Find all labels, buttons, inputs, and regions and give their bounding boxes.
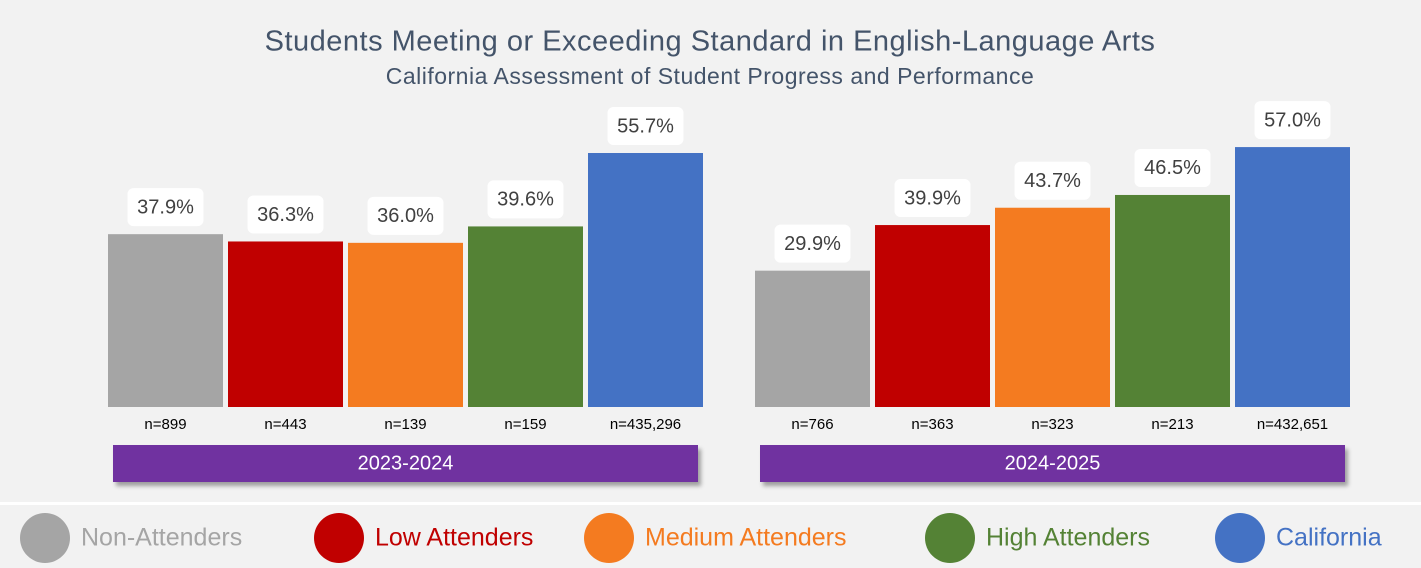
bar xyxy=(875,225,990,407)
value-label: 57.0% xyxy=(1264,109,1321,131)
value-label: 39.9% xyxy=(904,187,961,209)
n-label: n=213 xyxy=(1151,416,1193,433)
legend-label: Low Attenders xyxy=(375,524,533,552)
legend-marker xyxy=(1215,513,1265,563)
n-label: n=432,651 xyxy=(1257,416,1328,433)
value-label: 46.5% xyxy=(1144,157,1201,179)
value-label-box xyxy=(367,196,444,235)
n-label: n=766 xyxy=(791,416,833,433)
bar xyxy=(108,234,223,407)
x-tick-label: 2023-2024 xyxy=(358,452,454,474)
group-band xyxy=(113,445,698,482)
bar xyxy=(1115,194,1230,407)
value-label-box xyxy=(247,195,324,234)
x-tick-label: 2024-2025 xyxy=(1005,452,1101,474)
legend-label: Medium Attenders xyxy=(645,524,847,552)
legend-label: California xyxy=(1276,524,1382,552)
value-label: 37.9% xyxy=(137,196,194,218)
chart-title: Students Meeting or Exceeding Standard i… xyxy=(265,26,1156,58)
legend-marker xyxy=(584,513,634,563)
value-label-box xyxy=(774,224,851,263)
bar xyxy=(468,226,583,407)
bar xyxy=(1235,147,1350,407)
separator xyxy=(0,502,1421,505)
value-label: 36.3% xyxy=(257,204,314,226)
value-label: 39.6% xyxy=(497,189,554,211)
bar xyxy=(348,242,463,407)
value-label-box xyxy=(894,179,971,218)
chart-subtitle: California Assessment of Student Progres… xyxy=(386,63,1035,89)
n-label: n=443 xyxy=(264,416,306,433)
value-label-box xyxy=(607,107,684,146)
n-label: n=159 xyxy=(504,416,546,433)
value-label: 43.7% xyxy=(1024,170,1081,192)
bar xyxy=(755,270,870,407)
legend-label: High Attenders xyxy=(986,524,1150,552)
value-label-box xyxy=(1014,161,1091,200)
bar xyxy=(995,207,1110,407)
value-label-box xyxy=(1254,101,1331,140)
n-label: n=323 xyxy=(1031,416,1073,433)
n-label: n=899 xyxy=(144,416,186,433)
legend-label: Non-Attenders xyxy=(81,524,242,552)
legend-marker xyxy=(20,513,70,563)
legend-marker xyxy=(925,513,975,563)
value-label-box xyxy=(487,180,564,219)
value-label: 29.9% xyxy=(784,233,841,255)
n-label: n=139 xyxy=(384,416,426,433)
group-band xyxy=(760,445,1345,482)
value-label: 55.7% xyxy=(617,115,674,137)
value-label-box xyxy=(1134,148,1211,187)
n-label: n=363 xyxy=(911,416,953,433)
n-label: n=435,296 xyxy=(610,416,681,433)
bar xyxy=(228,241,343,407)
legend-marker xyxy=(314,513,364,563)
bar xyxy=(588,153,703,407)
value-label-box xyxy=(127,188,204,227)
value-label: 36.0% xyxy=(377,205,434,227)
